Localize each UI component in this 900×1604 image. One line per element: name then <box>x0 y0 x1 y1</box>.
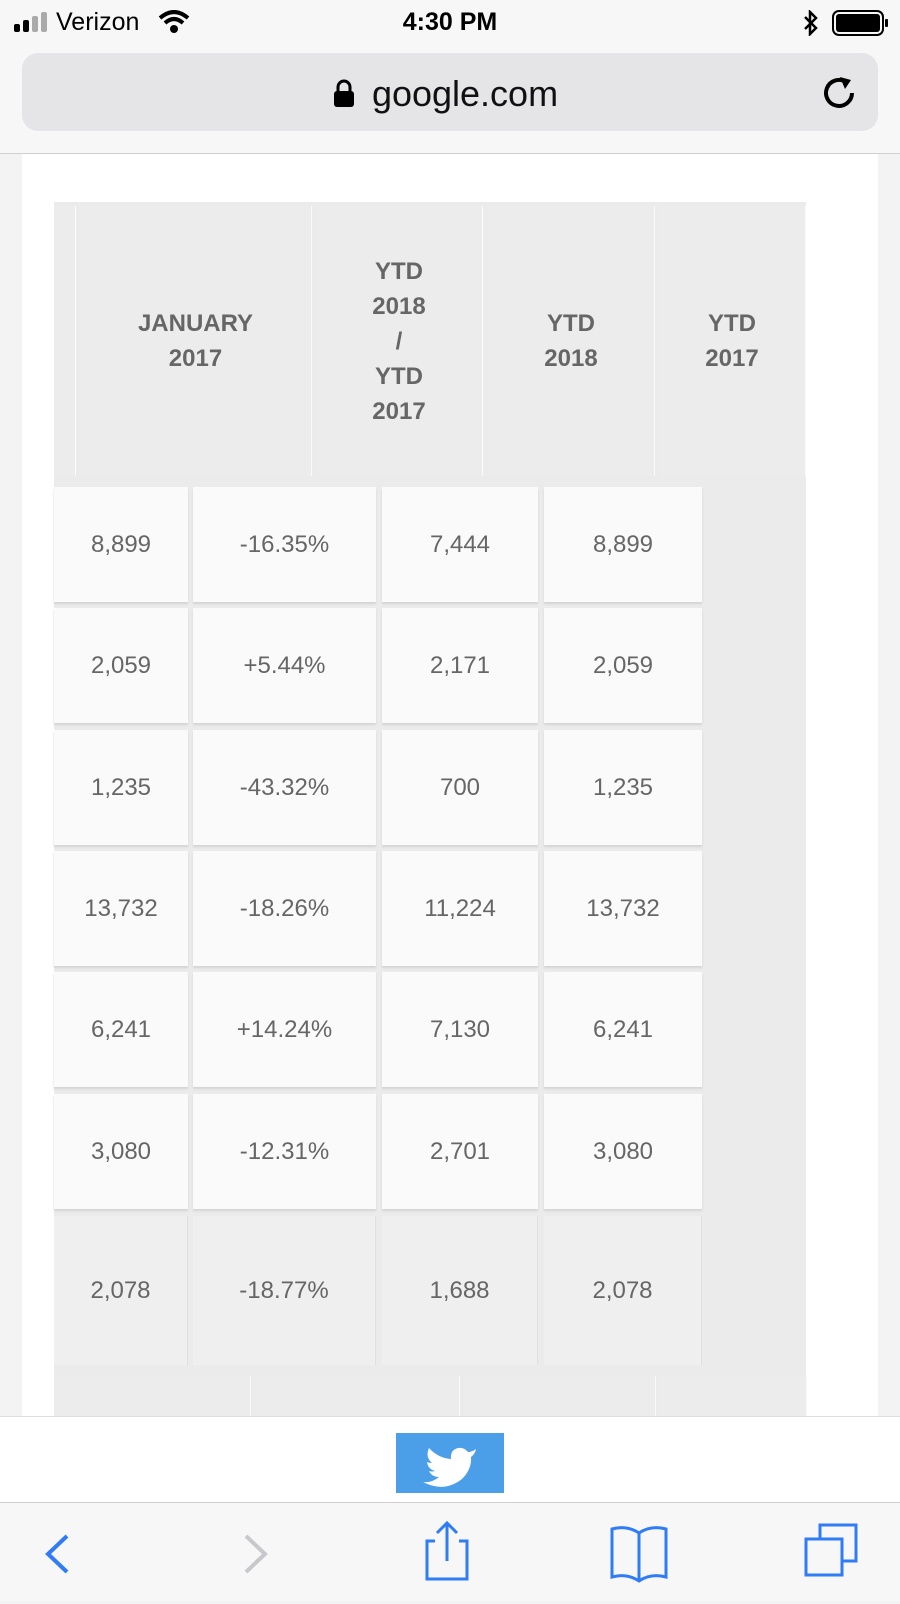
table-cell: 13,732 <box>54 851 188 966</box>
header-text: / <box>395 327 403 355</box>
header-cell: YTD 2018 <box>488 206 655 476</box>
header-text: 2017 <box>705 345 759 372</box>
header-text: JANUARY <box>137 310 254 337</box>
lock-icon <box>334 79 354 107</box>
bookmarks-button[interactable] <box>594 1503 684 1601</box>
table-cell: 2,701 <box>382 1094 538 1209</box>
reload-button[interactable] <box>818 71 862 115</box>
table-cell: 2,078 <box>544 1216 702 1365</box>
forward-button[interactable] <box>210 1503 300 1601</box>
table-cell: 3,080 <box>544 1094 702 1209</box>
table-cell: 6,241 <box>54 972 188 1087</box>
table-cell: 13,732 <box>544 851 702 966</box>
table-cell: +14.24% <box>193 972 376 1087</box>
header-text: 2018 <box>544 345 598 372</box>
wifi-icon <box>158 10 190 33</box>
table-cell: 1,235 <box>54 730 188 845</box>
header-text: YTD <box>708 310 756 337</box>
table-cell: 2,171 <box>382 608 538 723</box>
table-cell: -18.26% <box>193 851 376 966</box>
table-cell: 700 <box>382 730 538 845</box>
header-cell: JANUARY 2017 <box>80 206 312 476</box>
table-cell: -12.31% <box>193 1094 376 1209</box>
table-cell: 1,688 <box>382 1216 538 1365</box>
signal-icon <box>14 12 47 32</box>
table-cell: 8,899 <box>544 487 702 602</box>
table-cell: 2,059 <box>544 608 702 723</box>
table-cell: -16.35% <box>193 487 376 602</box>
table-cell: 2,059 <box>54 608 188 723</box>
header-cell-edge <box>54 206 76 476</box>
clock: 4:30 PM <box>402 8 498 36</box>
table-cell: 7,130 <box>382 972 538 1087</box>
header-cell-clipped <box>463 1376 656 1416</box>
header-text: YTD <box>547 310 595 337</box>
header-text: 2017 <box>372 397 426 425</box>
header-text: YTD <box>375 257 423 285</box>
table-cell: +5.44% <box>193 608 376 723</box>
back-icon <box>45 1534 69 1574</box>
tabs-icon <box>804 1523 858 1577</box>
twitter-icon <box>423 1447 476 1487</box>
table-cell: 2,078 <box>54 1216 188 1365</box>
url: google.com <box>371 73 559 114</box>
table-cell: 3,080 <box>54 1094 188 1209</box>
header-text: 2018 <box>372 292 426 320</box>
header-cell-clipped <box>659 1376 807 1416</box>
reload-icon <box>824 77 854 108</box>
browser-toolbar <box>0 1502 900 1601</box>
table-cell: 8,899 <box>54 487 188 602</box>
bookmarks-icon <box>610 1526 668 1583</box>
table-cell: 6,241 <box>544 972 702 1087</box>
header-text: 2017 <box>168 345 223 372</box>
table-cell: 1,235 <box>544 730 702 845</box>
back-button[interactable] <box>12 1503 102 1601</box>
bluetooth-icon <box>804 10 818 36</box>
carrier: Verizon <box>56 8 140 36</box>
address-bar[interactable]: google.com <box>22 53 878 131</box>
status-bar: Verizon 4:30 PM <box>0 0 900 46</box>
header-cell-clipped <box>54 1376 251 1416</box>
forward-icon <box>244 1534 268 1574</box>
battery-icon <box>832 10 888 36</box>
share-icon <box>425 1520 469 1581</box>
header-cell: YTD 2017 <box>659 206 806 476</box>
browser-header: google.com <box>0 46 900 154</box>
table-cell: -43.32% <box>193 730 376 845</box>
share-button[interactable] <box>402 1503 492 1601</box>
header-cell: YTD 2018 / YTD 2017 <box>316 206 483 476</box>
twitter-share-button[interactable] <box>396 1433 504 1493</box>
table-cell: 11,224 <box>382 851 538 966</box>
table-cell: -18.77% <box>193 1216 376 1365</box>
header-cell-clipped <box>254 1376 460 1416</box>
tabs-button[interactable] <box>790 1503 880 1601</box>
header-text: YTD <box>375 362 423 390</box>
table-cell: 7,444 <box>382 487 538 602</box>
